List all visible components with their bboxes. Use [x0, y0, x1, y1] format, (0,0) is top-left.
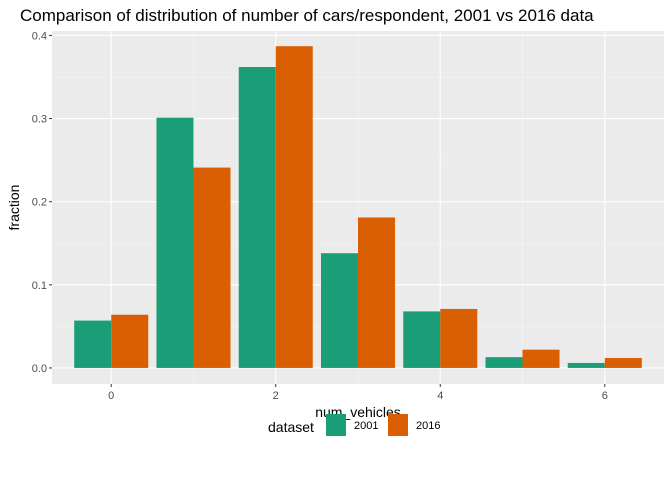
y-tick-label: 0.2: [32, 197, 47, 209]
legend-key-2016: [388, 414, 408, 436]
bar-2001-2: [238, 66, 276, 368]
bar-2001-1: [156, 117, 194, 368]
bars: [74, 46, 642, 368]
bar-2016-5: [522, 349, 560, 368]
bar-2016-1: [193, 167, 231, 368]
legend-key-2001: [326, 414, 346, 436]
x-tick-label: 2: [273, 390, 279, 402]
bar-2001-6: [567, 362, 605, 368]
legend-title: dataset: [268, 419, 314, 435]
x-tick-label: 4: [437, 390, 443, 402]
bar-2016-2: [275, 46, 313, 368]
bar-2016-3: [358, 217, 396, 368]
legend: dataset 2001 2016: [268, 414, 440, 436]
y-tick-label: 0.0: [32, 363, 47, 375]
x-tick-label: 0: [108, 390, 114, 402]
y-tick-label: 0.3: [32, 114, 47, 126]
y-axis: 0.0 0.1 0.2 0.3 0.4: [32, 30, 52, 375]
y-axis-title: fraction: [6, 185, 22, 231]
legend-label-2001: 2001: [354, 420, 378, 432]
legend-label-2016: 2016: [416, 420, 440, 432]
chart-title: Comparison of distribution of number of …: [20, 6, 594, 25]
bar-2001-0: [74, 320, 112, 368]
y-tick-label: 0.4: [32, 30, 47, 42]
bar-2016-4: [440, 308, 478, 368]
bar-2001-4: [403, 311, 441, 368]
bar-2016-6: [604, 357, 642, 368]
x-tick-label: 6: [602, 390, 608, 402]
y-tick-label: 0.1: [32, 280, 47, 292]
bar-2001-3: [320, 253, 358, 368]
x-axis: 0 2 4 6: [108, 384, 608, 402]
legend-items: 2001 2016: [326, 414, 440, 436]
bar-2001-5: [485, 357, 523, 368]
bar-2016-0: [111, 314, 149, 368]
